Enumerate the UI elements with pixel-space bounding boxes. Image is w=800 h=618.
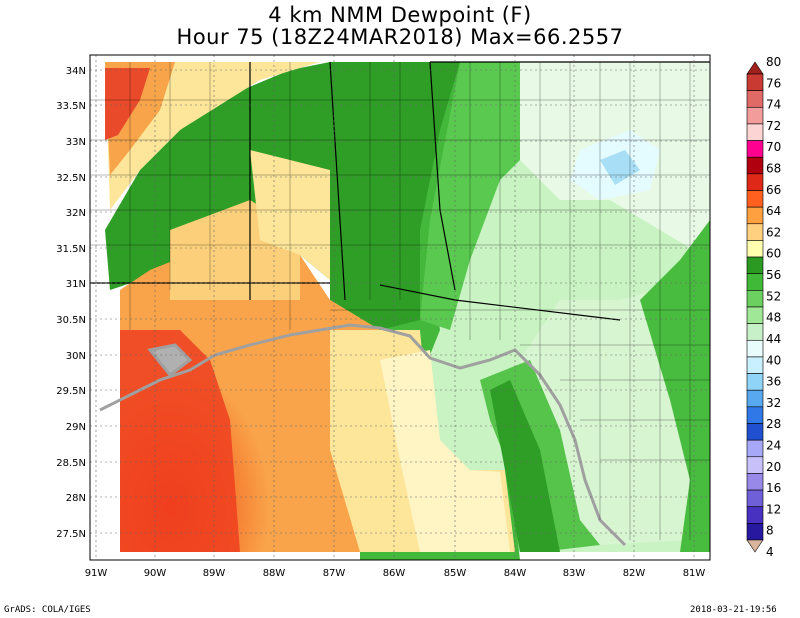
lat-label: 31.5N bbox=[56, 244, 86, 255]
lon-label: 89W bbox=[203, 568, 226, 579]
dewpoint-field bbox=[105, 62, 710, 560]
colorbar-swatch bbox=[746, 290, 764, 308]
lat-label: 34N bbox=[66, 66, 86, 77]
colorbar-label: 80 bbox=[766, 55, 781, 69]
colorbar-swatch bbox=[746, 406, 764, 424]
latitude-labels: 34N 33.5N 33N 32.5N 32N 31.5N 31N 30.5N … bbox=[56, 66, 86, 540]
colorbar-cap-top bbox=[746, 61, 764, 75]
colorbar-swatch bbox=[746, 190, 764, 208]
colorbar-labels: 8076747270686664626056524844403632282420… bbox=[766, 55, 781, 559]
colorbar-cap-bottom bbox=[746, 539, 764, 553]
lat-label: 30.5N bbox=[56, 315, 86, 326]
colorbar-swatch bbox=[746, 156, 764, 175]
longitude-labels: 91W 90W 89W 88W 87W 86W 85W 84W 83W 82W … bbox=[85, 568, 706, 579]
colorbar-swatch bbox=[746, 423, 764, 441]
lat-label: 33N bbox=[66, 137, 86, 148]
coastline bbox=[99, 323, 627, 547]
lon-label: 91W bbox=[85, 568, 108, 579]
colorbar-swatch bbox=[746, 489, 764, 508]
lat-label: 32N bbox=[66, 208, 86, 219]
footer-timestamp: 2018-03-21-19:56 bbox=[690, 605, 777, 615]
colorbar-swatch bbox=[746, 339, 764, 358]
colorbar-label: 66 bbox=[766, 183, 781, 197]
colorbar-label: 12 bbox=[766, 502, 781, 516]
colorbar-swatch bbox=[746, 373, 764, 391]
colorbar-swatch bbox=[746, 256, 764, 275]
colorbar-swatch bbox=[746, 523, 764, 541]
colorbar-label: 56 bbox=[766, 268, 781, 282]
lat-label: 33.5N bbox=[56, 101, 86, 112]
lon-label: 82W bbox=[623, 568, 646, 579]
colorbar-swatch bbox=[746, 106, 764, 125]
colorbar-label: 40 bbox=[766, 353, 781, 367]
colorbar-swatch bbox=[746, 73, 764, 91]
colorbar-swatch bbox=[746, 389, 764, 408]
colorbar-swatch bbox=[746, 323, 764, 341]
colorbar-label: 60 bbox=[766, 247, 781, 261]
county-lines bbox=[90, 62, 710, 540]
colorbar-swatch bbox=[746, 456, 764, 474]
lon-label: 90W bbox=[144, 568, 167, 579]
colorbar-label: 20 bbox=[766, 460, 781, 474]
lon-label: 81W bbox=[683, 568, 706, 579]
colorbar-label: 4 bbox=[766, 545, 774, 559]
lat-label: 31N bbox=[66, 279, 86, 290]
colorbar-label: 52 bbox=[766, 289, 781, 303]
colorbar-label: 74 bbox=[766, 98, 781, 112]
lon-label: 86W bbox=[383, 568, 406, 579]
colorbar-label: 36 bbox=[766, 375, 781, 389]
colorbar-swatch bbox=[746, 473, 764, 491]
colorbar-swatch bbox=[746, 140, 764, 158]
colorbar-swatch bbox=[746, 206, 764, 225]
colorbar-label: 72 bbox=[766, 119, 781, 133]
colorbar-label: 32 bbox=[766, 396, 781, 410]
lat-label: 29N bbox=[66, 422, 86, 433]
colorbar-swatch bbox=[746, 306, 764, 324]
colorbar-swatch bbox=[746, 90, 764, 108]
colorbar-swatch bbox=[746, 123, 764, 141]
lon-label: 87W bbox=[323, 568, 346, 579]
lon-label: 88W bbox=[263, 568, 286, 579]
colorbar-label: 48 bbox=[766, 311, 781, 325]
colorbar-swatch bbox=[746, 506, 764, 524]
colorbar-swatch bbox=[746, 223, 764, 241]
colorbar-label: 16 bbox=[766, 481, 781, 495]
footer-credit: GrADS: COLA/IGES bbox=[4, 605, 91, 615]
lat-label: 28N bbox=[66, 493, 86, 504]
lat-label: 27.5N bbox=[56, 529, 86, 540]
colorbar-swatch bbox=[746, 356, 764, 374]
colorbar-swatch bbox=[746, 273, 764, 291]
lat-label: 29.5N bbox=[56, 386, 86, 397]
colorbar-label: 68 bbox=[766, 162, 781, 176]
colorbar-label: 64 bbox=[766, 204, 781, 218]
colorbar-swatch bbox=[746, 240, 764, 258]
lat-label: 32.5N bbox=[56, 173, 86, 184]
colorbar-label: 8 bbox=[766, 524, 774, 538]
colorbar-swatch bbox=[746, 173, 764, 191]
colorbar bbox=[746, 61, 764, 553]
colorbar-swatch bbox=[746, 439, 764, 458]
map-title: 4 km NMM Dewpoint (F) bbox=[268, 3, 532, 27]
lat-label: 28.5N bbox=[56, 458, 86, 469]
lon-label: 83W bbox=[563, 568, 586, 579]
colorbar-label: 70 bbox=[766, 140, 781, 154]
colorbar-label: 28 bbox=[766, 417, 781, 431]
colorbar-label: 24 bbox=[766, 438, 781, 452]
graticule bbox=[90, 55, 710, 560]
colorbar-label: 44 bbox=[766, 332, 781, 346]
lat-label: 30N bbox=[66, 351, 86, 362]
map-subtitle: Hour 75 (18Z24MAR2018) Max=66.2557 bbox=[176, 25, 624, 49]
lon-label: 85W bbox=[444, 568, 467, 579]
colorbar-label: 76 bbox=[766, 76, 781, 90]
colorbar-label: 62 bbox=[766, 225, 781, 239]
lon-label: 84W bbox=[504, 568, 527, 579]
